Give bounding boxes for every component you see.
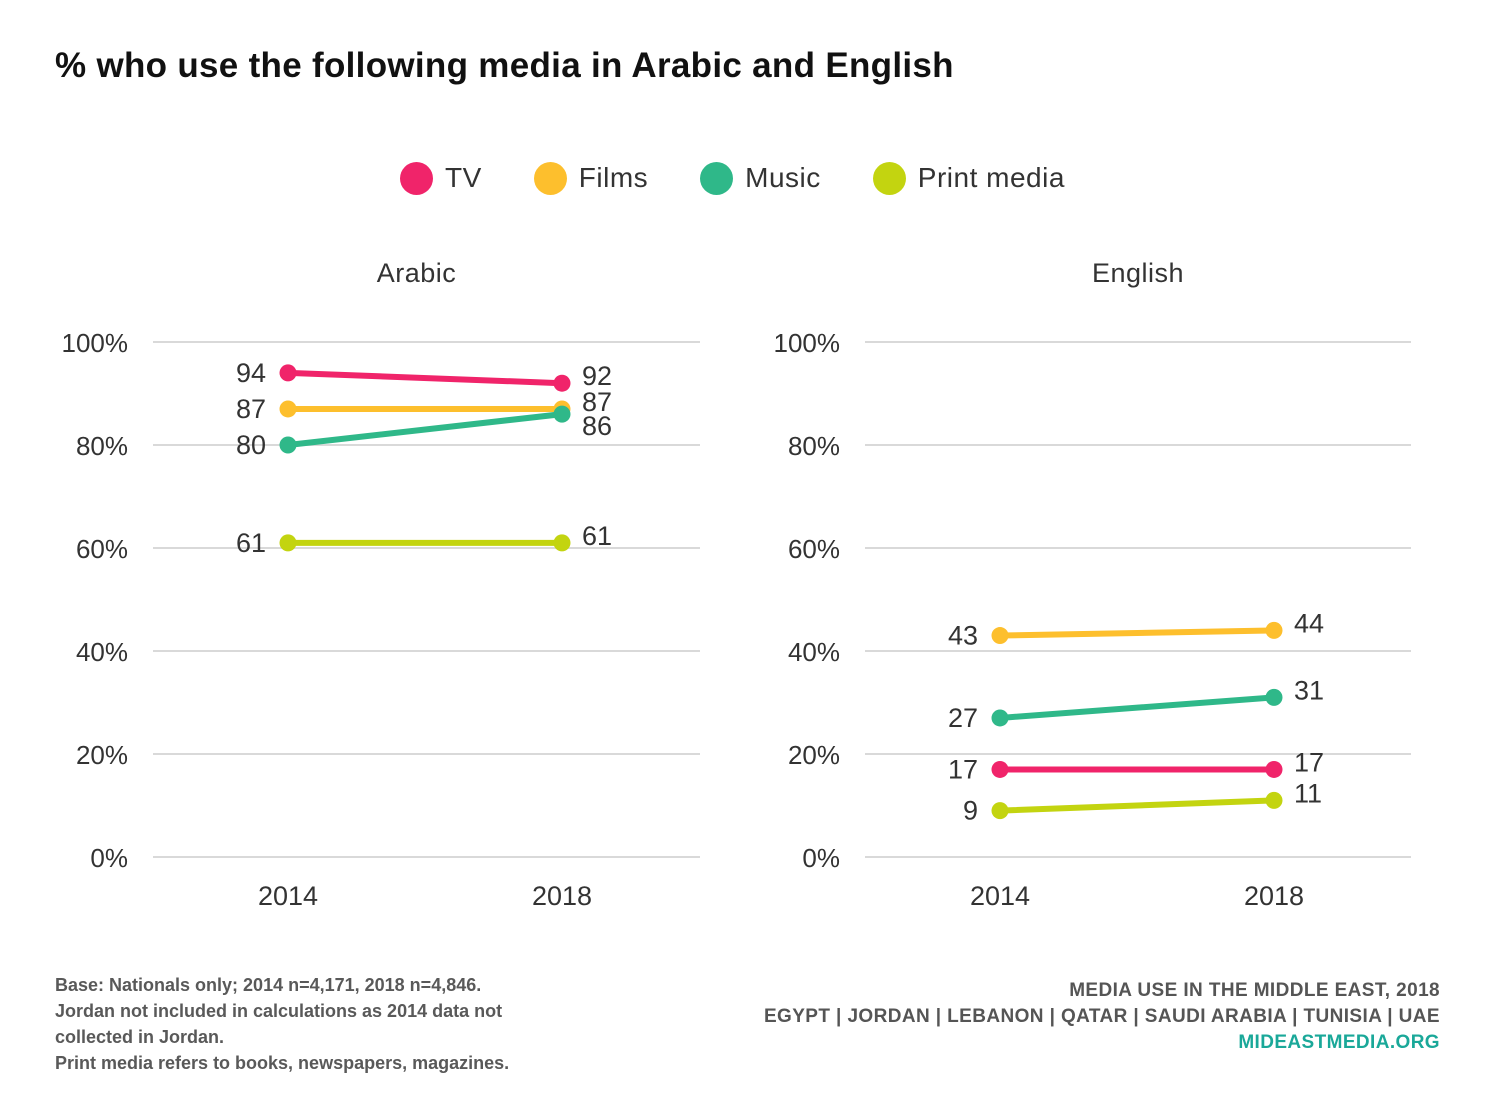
legend-item-print-media: Print media [872,161,1065,195]
point-tv [991,760,1009,778]
data-label-music: 80 [236,430,266,460]
footnote: Base: Nationals only; 2014 n=4,171, 2018… [55,972,509,1076]
y-tick-label: 40% [76,637,128,667]
legend-label-tv: TV [445,162,482,193]
data-label-films: 44 [1294,608,1324,638]
point-music [1265,688,1283,706]
chart-title: % who use the following media in Arabic … [55,46,954,85]
data-label-music: 27 [948,703,978,733]
series-line-music [997,694,1277,721]
series-line-print-media [997,797,1277,814]
point-films [991,627,1009,645]
legend-item-music: Music [700,161,821,195]
data-label-films: 87 [236,394,266,424]
series-line-tv [285,369,565,387]
x-tick-label: 2014 [258,881,318,911]
source-title: MEDIA USE IN THE MIDDLE EAST, 2018 [1069,980,1440,1001]
point-tv [279,364,297,382]
x-tick-label: 2014 [970,881,1030,911]
source-website-link[interactable]: MIDEASTMEDIA.ORG [1238,1032,1440,1053]
source-credit: MEDIA USE IN THE MIDDLE EAST, 2018 EGYPT… [764,978,1440,1056]
footnote-line: Print media refers to books, newspapers,… [55,1053,510,1073]
point-films [1265,621,1283,639]
y-tick-label: 100% [62,328,129,358]
footnote-line: Base: Nationals only; 2014 n=4,171, 2018… [55,975,482,995]
series-line-music [285,411,565,448]
x-tick-label: 2018 [532,881,592,911]
footnote-line: collected in Jordan. [55,1027,225,1047]
chart-panel-english: English 0% 20% 40% 60% 80% 100% 2014 2018 17 17 43 4… [774,258,1411,911]
data-label-print-media: 61 [582,521,612,551]
data-label-print-media: 9 [963,796,978,826]
point-print-media [279,534,297,552]
point-films [279,400,297,418]
y-tick-label: 60% [76,534,128,564]
legend-label-music: Music [745,162,821,193]
panel-title-arabic: Arabic [377,258,457,288]
y-tick-label: 20% [76,740,128,770]
legend-marker-tv [400,161,433,195]
y-tick-label: 100% [774,328,841,358]
legend-item-tv: TV [400,161,482,195]
y-tick-label: 80% [76,431,128,461]
point-print-media [553,534,571,552]
series-line-films [997,627,1277,639]
point-print-media [1265,791,1283,809]
data-label-tv: 92 [582,361,612,391]
point-tv [553,374,571,392]
data-label-music: 31 [1294,675,1324,705]
y-tick-label: 0% [802,843,840,873]
y-tick-label: 20% [788,740,840,770]
data-label-music: 86 [582,411,612,441]
point-print-media [991,802,1009,820]
point-music [553,405,571,423]
y-tick-label: 80% [788,431,840,461]
point-music [991,709,1009,727]
y-tick-label: 60% [788,534,840,564]
legend: TV Films Music Print media [400,158,1117,198]
data-label-films: 87 [582,387,612,417]
legend-marker-music [700,161,734,195]
footnote-line: Jordan not included in calculations as 2… [55,1001,503,1021]
y-tick-label: 40% [788,637,840,667]
legend-label-films: Films [578,162,649,193]
legend-item-films: Films [533,161,649,195]
data-label-print-media: 11 [1294,778,1322,808]
legend-label-print-media: Print media [917,162,1065,193]
point-music [279,436,297,454]
legend-marker-films [533,161,567,195]
data-label-tv: 17 [948,754,978,784]
point-tv [1265,760,1283,778]
panel-title-english: English [1092,258,1184,288]
data-label-films: 43 [948,621,978,651]
legend-marker-print-media [872,161,906,195]
source-countries: EGYPT | JORDAN | LEBANON | QATAR | SAUDI… [763,1006,1440,1027]
data-label-print-media: 61 [236,528,266,558]
data-label-tv: 17 [1294,747,1324,777]
x-tick-label: 2018 [1244,881,1304,911]
y-tick-label: 0% [90,843,128,873]
data-label-tv: 94 [236,358,266,388]
